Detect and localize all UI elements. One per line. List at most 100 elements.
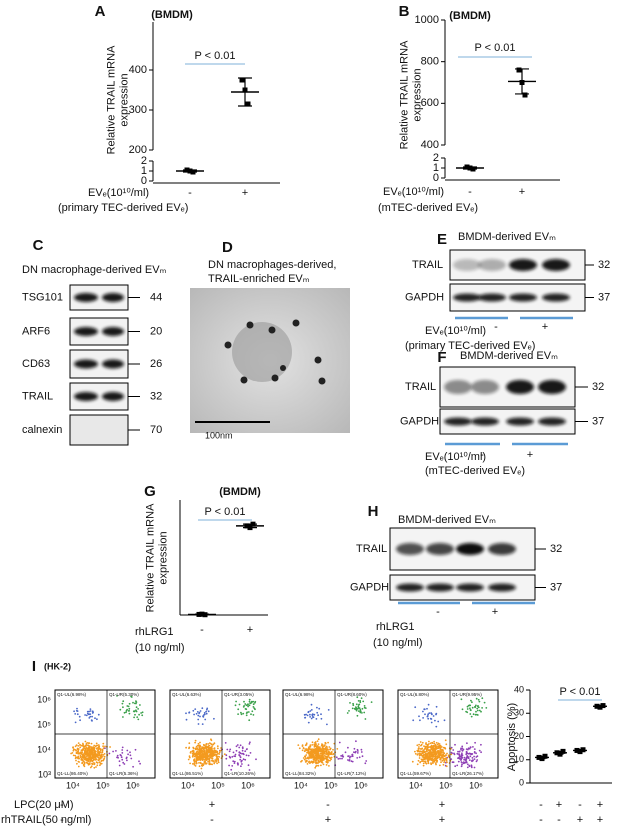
flow-event [328,753,330,756]
flow-event [101,751,104,754]
flow-event [441,749,443,751]
flow-event [249,702,252,705]
flow-event [207,760,210,763]
flow-event [98,759,101,761]
flow-event [423,754,426,756]
flow-event [469,746,472,749]
flow-event [443,758,446,760]
flow-event [216,762,219,765]
flow-event [311,744,314,746]
flow-event [237,708,240,711]
flow-event [423,751,425,753]
blot-label: TRAIL [405,381,436,393]
flow-event [242,753,245,756]
flow-event [340,755,342,757]
flow-event [76,707,78,710]
flow-event [84,744,87,747]
flow-event [88,750,91,753]
flow-event [301,749,304,752]
flow-event [245,714,248,717]
flow-event [207,751,210,754]
flow-event [220,747,222,749]
flow-event [320,760,322,763]
blot-band [102,293,124,302]
flow-event [466,708,469,710]
flow-event [416,749,419,752]
flow-event [82,763,85,766]
panel-title: (HK-2) [44,661,71,671]
flow-event [92,751,94,754]
flow-event [426,707,428,710]
flow-event [191,752,194,755]
flow-event [76,713,79,716]
flow-event [454,743,456,746]
flow-event [191,755,194,758]
flow-event [427,703,430,706]
y-axis-label: Relative TRAIL mRNA [144,503,156,612]
flow-event [129,751,131,754]
flow-event [428,756,431,759]
flow-y-tick-label: 10³ [38,769,51,779]
flow-event [136,716,139,718]
flow-event [354,750,357,753]
flow-event [73,710,75,713]
flow-event [86,710,89,713]
flow-event [470,766,473,769]
panel-title: DN macrophage-derived EVₘ [22,264,167,276]
scale-label: 100nm [205,430,233,440]
flow-event [468,759,471,761]
flow-event [89,708,92,710]
flow-event [329,759,331,762]
flow-event [304,750,306,752]
error-bar [556,750,564,755]
flow-event [205,710,208,713]
flow-x-tick-label: 10⁶ [126,780,140,790]
flow-event [428,712,431,714]
flow-event [328,746,331,748]
mw-label: 32 [598,259,610,271]
flow-event [465,761,468,764]
flow-event [84,752,86,755]
flow-y-tick-label: 10⁵ [37,719,51,729]
flow-event [431,713,433,716]
flow-event [485,707,488,709]
flow-event [427,749,430,752]
flow-event [355,703,358,706]
blot-band [509,293,537,302]
flow-event [441,754,444,757]
flow-event [471,757,474,759]
flow-event [318,707,321,710]
flow-event [121,702,124,705]
flow-event [89,760,91,763]
flow-event [109,746,111,748]
flow-event [316,750,319,753]
error-bar [195,613,209,616]
flow-x-tick-label: 10⁵ [439,780,453,790]
flow-event [193,713,196,716]
flow-event [254,701,256,704]
x-tick-label: + [242,187,248,199]
flow-event [429,742,432,745]
lane-sign: + [492,606,498,618]
flow-event [431,742,434,744]
flow-event [197,752,200,755]
flow-event [321,761,324,764]
flow-event [253,707,256,710]
flow-event [242,758,245,761]
flow-event [305,754,308,756]
flow-event [196,744,199,747]
flow-event [215,758,218,760]
flow-event [432,751,434,754]
flow-event [309,756,311,758]
flow-event [427,743,430,745]
flow-event [235,700,238,703]
flow-event [72,754,75,757]
flow-event [108,752,111,755]
flow-event [319,746,321,748]
flow-event [461,747,464,750]
x-tick-label: - [188,187,192,199]
flow-event [239,756,242,759]
panel-title: BMDM-derived EVₘ [458,231,556,243]
y-tick-label: 30 [514,708,524,718]
